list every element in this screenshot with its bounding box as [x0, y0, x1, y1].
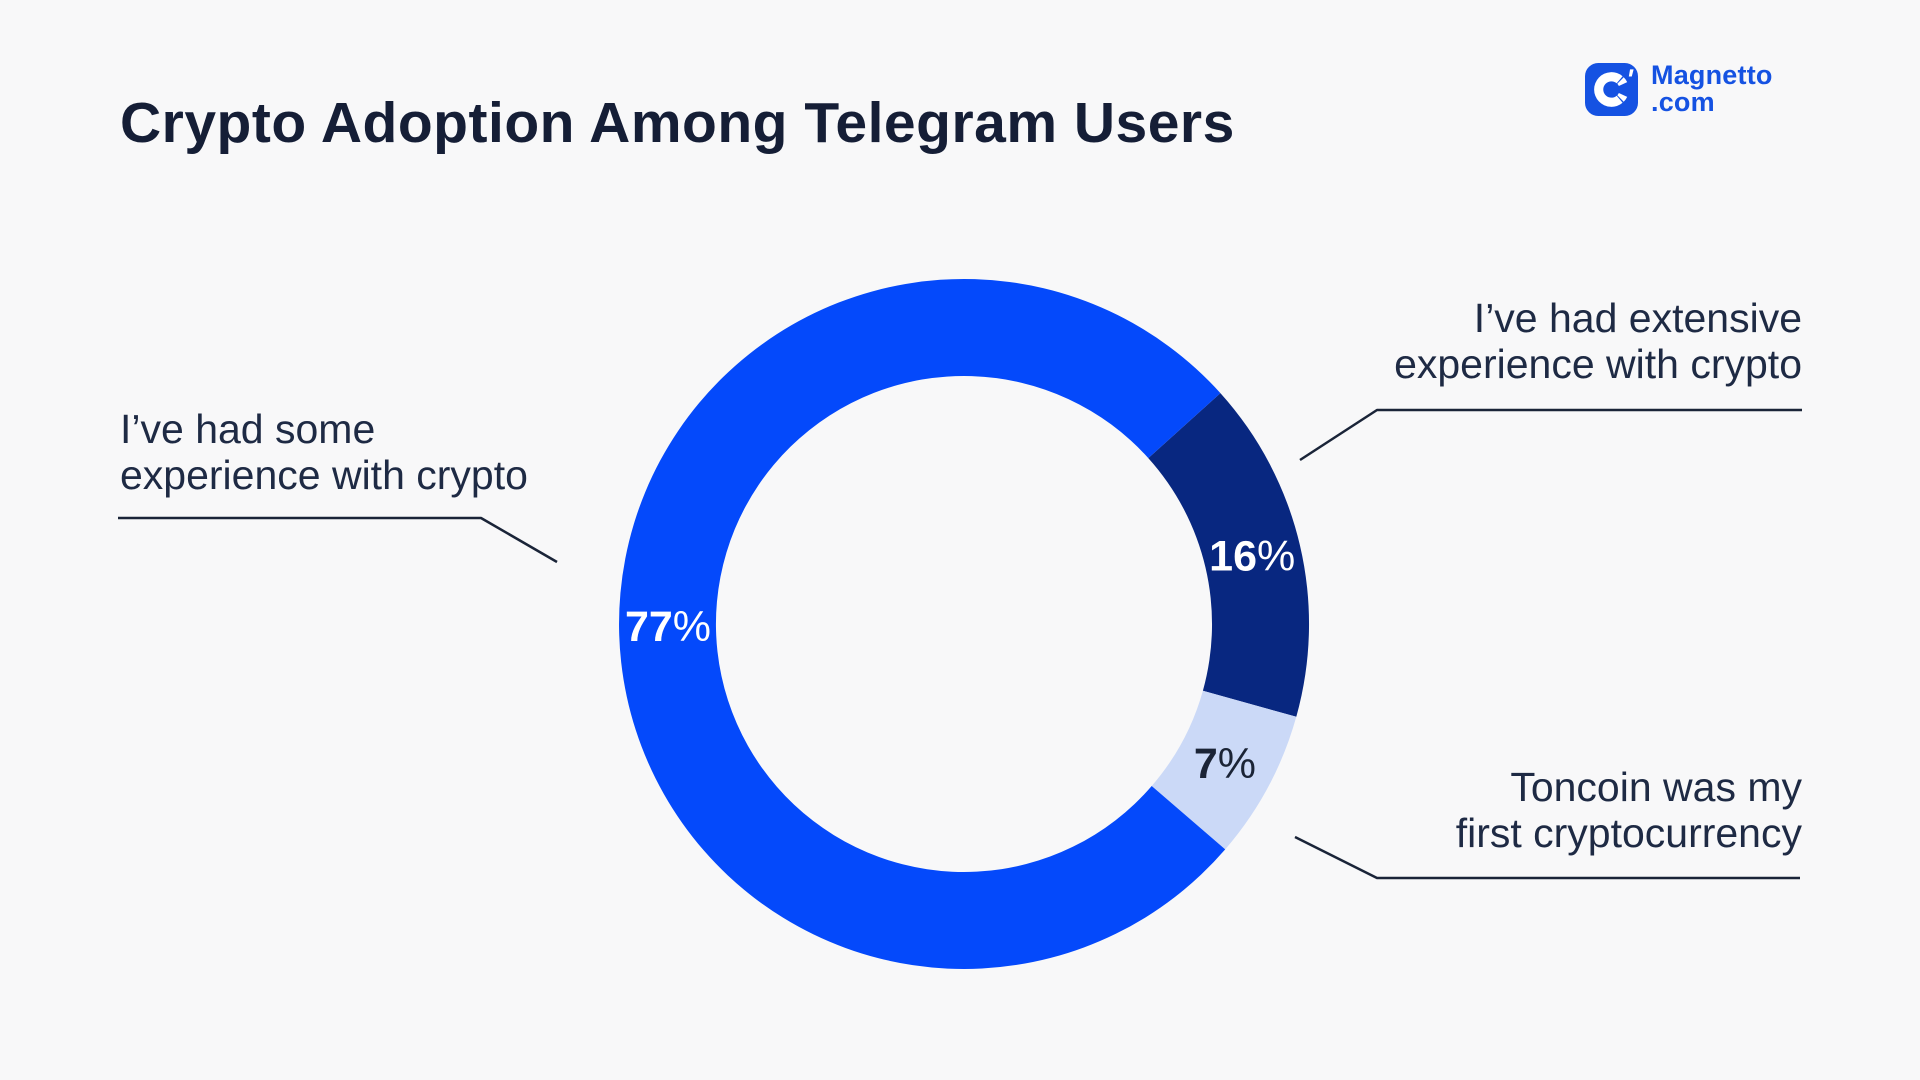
- donut-slice-value-label: 77%: [625, 603, 711, 651]
- magnet-pole-top: [1617, 76, 1628, 86]
- magnet-pole-bottom: [1617, 92, 1628, 102]
- donut-slice-value-label: 7%: [1194, 740, 1256, 788]
- callout-line-toncoin-first: [1294, 835, 1800, 880]
- magnet-body: [1594, 71, 1623, 107]
- donut-slice-77pct: [619, 278, 1226, 969]
- callout-extensive-experience: I’ve had extensive experience with crypt…: [1394, 295, 1802, 387]
- brand-logo: Magnetto .com: [1585, 62, 1773, 116]
- logo-tile: [1585, 62, 1638, 116]
- callout-line-extensive-experience: [1299, 408, 1802, 462]
- callout-text-line: I’ve had some: [120, 406, 376, 452]
- page-title: Crypto Adoption Among Telegram Users: [120, 91, 1235, 155]
- magnet-icon: [1585, 62, 1638, 116]
- donut-slice-value-label: 16%: [1209, 532, 1295, 580]
- brand-suffix: .com: [1651, 87, 1715, 117]
- donut-slice-7pct: [1151, 690, 1297, 850]
- callout-text-line: first cryptocurrency: [1455, 810, 1802, 856]
- donut-slice-16pct: [1148, 393, 1310, 717]
- donut-slice-labels: 16% 7% 77%: [625, 532, 1295, 788]
- brand-logo-text: Magnetto .com: [1651, 62, 1773, 116]
- brand-name: Magnetto: [1651, 60, 1773, 90]
- logo-spark: [1628, 68, 1634, 76]
- callout-some-experience: I’ve had some experience with crypto: [120, 406, 528, 498]
- callout-toncoin-first: Toncoin was my first cryptocurrency: [1456, 764, 1802, 856]
- callout-text-line: experience with crypto: [1394, 341, 1802, 387]
- callout-text-line: I’ve had extensive: [1473, 295, 1802, 341]
- donut-slices: [619, 278, 1310, 969]
- callout-text-line: experience with crypto: [120, 452, 528, 498]
- callout-line-some-experience: [118, 516, 558, 564]
- callout-text-line: Toncoin was my: [1510, 764, 1802, 810]
